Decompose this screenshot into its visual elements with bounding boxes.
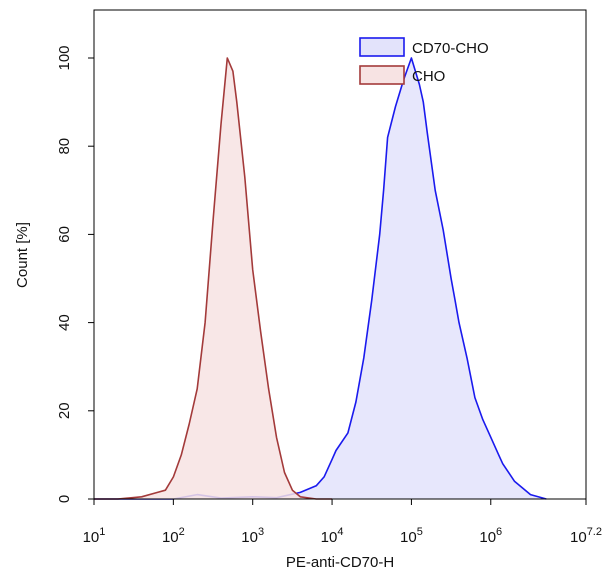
legend-label: CHO xyxy=(412,68,445,85)
y-axis-label: Count [%] xyxy=(14,222,31,288)
y-tick-label: 0 xyxy=(56,495,73,503)
series-fill-1 xyxy=(94,58,333,499)
series-line-1 xyxy=(94,57,333,500)
x-tick-label: 105 xyxy=(400,526,423,546)
series-line-0 xyxy=(94,57,547,500)
x-axis-label: PE-anti-CD70-H xyxy=(286,554,394,571)
y-tick-label: 80 xyxy=(56,138,73,155)
x-tick-label: 102 xyxy=(162,526,185,546)
series-layer xyxy=(94,57,547,500)
legend-swatch xyxy=(359,65,405,85)
y-tick-label: 60 xyxy=(56,226,73,243)
legend-swatch xyxy=(359,37,405,57)
legend: CD70-CHO CHO xyxy=(359,37,489,85)
x-axis: 101 102 103 104 105 106 107.2 xyxy=(83,499,602,546)
x-tick-label: 101 xyxy=(83,526,106,546)
legend-label: CD70-CHO xyxy=(412,40,489,57)
series-fill-0 xyxy=(94,58,547,499)
y-tick-label: 20 xyxy=(56,402,73,419)
x-tick-label: 103 xyxy=(241,526,264,546)
y-tick-label: 100 xyxy=(56,45,73,70)
x-tick-label: 104 xyxy=(321,526,344,546)
y-axis: 0 20 40 60 80 100 xyxy=(56,45,94,503)
plot-frame xyxy=(93,9,587,500)
x-tick-label: 107.2 xyxy=(570,526,602,546)
y-tick-label: 40 xyxy=(56,314,73,331)
x-tick-label: 106 xyxy=(479,526,502,546)
